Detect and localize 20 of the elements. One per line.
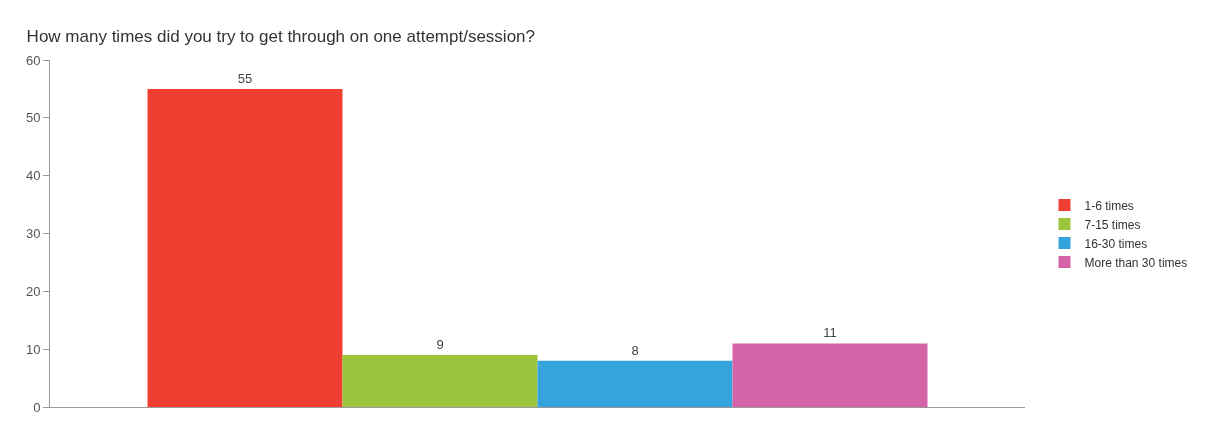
legend-label: More than 30 times: [1084, 255, 1188, 270]
data-label: 9: [436, 336, 444, 352]
legend-label: 1-6 times: [1084, 198, 1134, 213]
y-tick-label: 10: [25, 341, 41, 357]
data-label: 8: [631, 342, 639, 358]
bar: [342, 354, 538, 407]
bar: [537, 360, 733, 407]
bar: [732, 343, 928, 407]
bar: [147, 88, 343, 407]
chart-title: How many times did you try to get through on one attempt/session?: [26, 26, 536, 46]
data-label: 11: [823, 325, 837, 341]
y-tick-label: 20: [25, 283, 41, 299]
y-tick-label: 60: [25, 52, 41, 68]
legend-label: 7-15 times: [1084, 217, 1141, 232]
y-tick-label: 40: [25, 168, 41, 184]
y-tick-label: 30: [25, 226, 41, 242]
legend-label: 16-30 times: [1084, 236, 1148, 251]
y-tick-label: 0: [33, 399, 41, 415]
data-label: 55: [237, 70, 253, 86]
y-tick-label: 50: [25, 110, 41, 126]
